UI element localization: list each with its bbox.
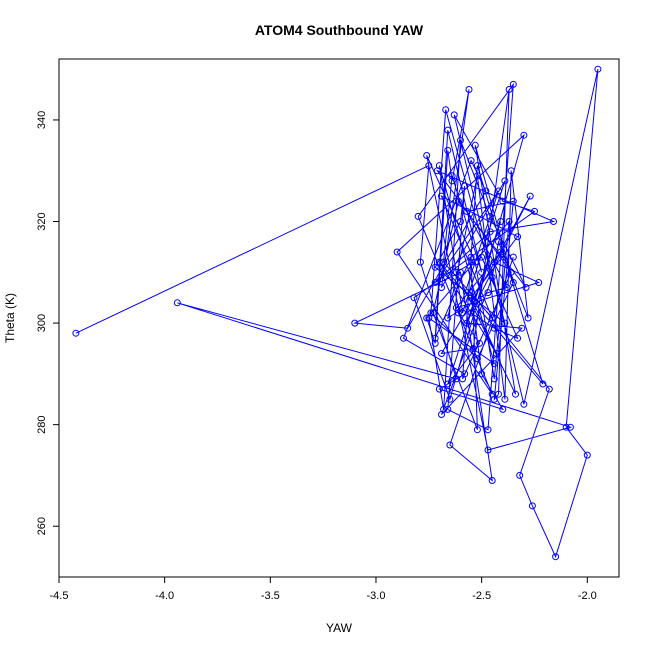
x-tick-label: -2.0 <box>578 590 597 602</box>
y-tick-label: 260 <box>36 517 48 535</box>
y-tick-label: 300 <box>36 314 48 332</box>
y-tick-label: 280 <box>36 415 48 433</box>
chart-title: ATOM4 Southbound YAW <box>255 22 424 38</box>
x-axis-label: YAW <box>326 621 353 635</box>
y-axis-label: Theta (K) <box>3 293 17 343</box>
x-tick-label: -3.5 <box>261 590 280 602</box>
x-tick-label: -4.0 <box>155 590 174 602</box>
x-tick-label: -4.5 <box>50 590 69 602</box>
x-tick-label: -2.5 <box>472 590 491 602</box>
y-tick-label: 340 <box>36 111 48 129</box>
x-tick-label: -3.0 <box>366 590 385 602</box>
y-tick-label: 320 <box>36 212 48 230</box>
